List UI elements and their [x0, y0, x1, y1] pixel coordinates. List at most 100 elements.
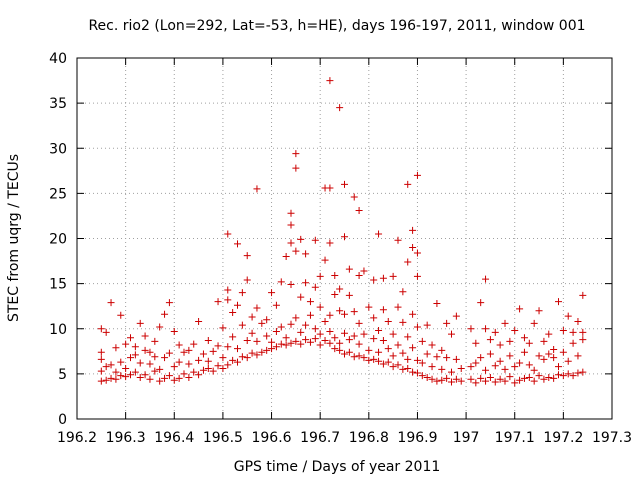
- data-point: [482, 366, 490, 374]
- data-point: [360, 330, 368, 338]
- data-point: [185, 373, 193, 381]
- x-tick-label: 196.3: [106, 430, 146, 446]
- data-point: [97, 348, 105, 356]
- axis-ticks: [76, 57, 613, 420]
- data-point: [248, 313, 256, 321]
- y-tick-label: 10: [49, 322, 67, 338]
- data-point: [404, 333, 412, 341]
- data-point: [272, 327, 280, 335]
- data-point: [151, 337, 159, 345]
- data-point: [530, 319, 538, 327]
- data-point: [321, 256, 329, 264]
- data-point: [491, 378, 499, 386]
- data-point: [399, 318, 407, 326]
- data-point: [525, 373, 533, 381]
- data-point: [287, 320, 295, 328]
- data-point: [389, 352, 397, 360]
- data-point: [302, 321, 310, 329]
- data-point: [525, 339, 533, 347]
- data-point: [253, 351, 261, 359]
- data-point: [292, 247, 300, 255]
- data-point: [355, 272, 363, 280]
- data-point: [559, 327, 567, 335]
- data-point: [375, 230, 383, 238]
- data-point: [341, 310, 348, 318]
- data-point: [355, 207, 363, 215]
- data-point: [418, 359, 426, 367]
- data-point: [569, 372, 577, 380]
- data-point: [195, 356, 203, 364]
- data-point: [520, 374, 528, 382]
- data-point: [433, 353, 441, 361]
- y-axis-label: STEC from uqrg / TECUs: [6, 154, 22, 322]
- data-point: [336, 104, 344, 112]
- data-point: [511, 379, 519, 387]
- data-point: [156, 323, 164, 331]
- data-point: [413, 356, 421, 364]
- data-point: [520, 348, 528, 356]
- y-tick-label: 20: [49, 232, 67, 248]
- data-point: [214, 298, 222, 306]
- data-point: [409, 344, 417, 352]
- data-point: [496, 341, 504, 349]
- data-point: [297, 235, 305, 243]
- data-point: [282, 341, 290, 349]
- grid-lines: [77, 58, 612, 419]
- data-point: [486, 336, 494, 344]
- data-point: [263, 332, 271, 340]
- data-point: [141, 332, 149, 340]
- data-point: [292, 337, 300, 345]
- data-point: [452, 375, 460, 383]
- data-point: [268, 289, 276, 297]
- data-point: [224, 286, 232, 294]
- data-point: [365, 346, 373, 354]
- data-point: [448, 378, 455, 386]
- data-point: [350, 332, 358, 340]
- data-point: [258, 348, 266, 356]
- data-point: [341, 180, 348, 188]
- data-point: [234, 358, 241, 366]
- data-point: [277, 323, 285, 331]
- data-point: [311, 236, 319, 244]
- data-point: [326, 339, 334, 347]
- data-point: [506, 337, 514, 345]
- x-tick-label: 197.2: [543, 430, 583, 446]
- data-point: [443, 374, 451, 382]
- data-point: [550, 346, 558, 354]
- data-point: [579, 328, 587, 336]
- data-point: [370, 355, 378, 363]
- data-point: [365, 356, 373, 364]
- data-point: [375, 327, 383, 335]
- data-point: [311, 335, 319, 343]
- y-tick-labels: 0 5 10 15 20 25 30 35 40: [49, 51, 67, 428]
- data-point: [253, 304, 261, 312]
- data-point: [559, 372, 567, 380]
- data-point: [243, 252, 251, 260]
- data-point: [302, 279, 310, 287]
- data-point: [370, 314, 378, 322]
- data-point: [199, 350, 207, 358]
- data-point: [107, 361, 115, 369]
- data-point: [389, 330, 397, 338]
- data-point: [175, 358, 183, 366]
- data-point: [282, 253, 290, 261]
- data-point: [550, 354, 558, 362]
- data-point: [472, 339, 480, 347]
- data-point: [297, 340, 305, 348]
- data-point: [428, 341, 436, 349]
- data-point: [209, 367, 217, 375]
- data-point: [409, 310, 417, 318]
- data-points: [97, 77, 587, 387]
- data-point: [564, 370, 572, 378]
- data-point: [224, 230, 232, 238]
- data-point: [355, 352, 363, 360]
- data-point: [161, 310, 169, 318]
- data-point: [555, 298, 562, 306]
- data-point: [428, 375, 436, 383]
- data-point: [243, 276, 251, 284]
- data-point: [243, 354, 251, 362]
- data-point: [136, 359, 144, 367]
- data-point: [224, 296, 232, 304]
- data-point: [336, 285, 344, 293]
